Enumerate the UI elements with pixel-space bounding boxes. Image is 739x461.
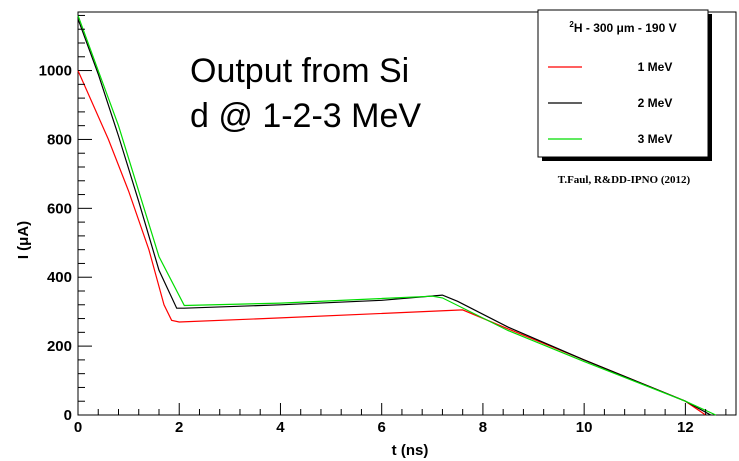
annotation-line-1: Output from Si [190, 52, 409, 90]
x-tick-label: 2 [175, 419, 183, 436]
y-tick-label: 0 [64, 407, 72, 424]
y-tick-label: 200 [47, 338, 72, 355]
legend-label-3: 3 MeV [638, 132, 673, 146]
y-tick-label: 1000 [39, 63, 72, 80]
x-tick-label: 4 [276, 419, 285, 436]
legend: 2H - 300 μm - 190 V 1 MeV 2 MeV 3 MeV [537, 9, 712, 161]
y-tick-label: 400 [47, 269, 72, 286]
y-tick-label: 600 [47, 200, 72, 217]
y-axis-title: I (μA) [15, 221, 32, 259]
x-tick-label: 6 [378, 419, 386, 436]
y-tick-label: 800 [47, 131, 72, 148]
x-axis-title: t (ns) [392, 442, 429, 459]
annotation-line-2: d @ 1-2-3 MeV [190, 97, 421, 135]
legend-label-1: 1 MeV [638, 60, 673, 74]
x-tick-label: 12 [677, 419, 694, 436]
x-tick-label: 0 [74, 419, 82, 436]
credit-text: T.Faul, R&DD-IPNO (2012) [558, 174, 691, 186]
legend-box [537, 9, 709, 158]
legend-header: 2H - 300 μm - 190 V [569, 20, 676, 35]
x-tick-label: 10 [576, 419, 593, 436]
x-tick-label: 8 [479, 419, 487, 436]
series-line-3 [77, 15, 717, 416]
legend-label-2: 2 MeV [638, 96, 673, 110]
series-line-2 [77, 18, 711, 416]
